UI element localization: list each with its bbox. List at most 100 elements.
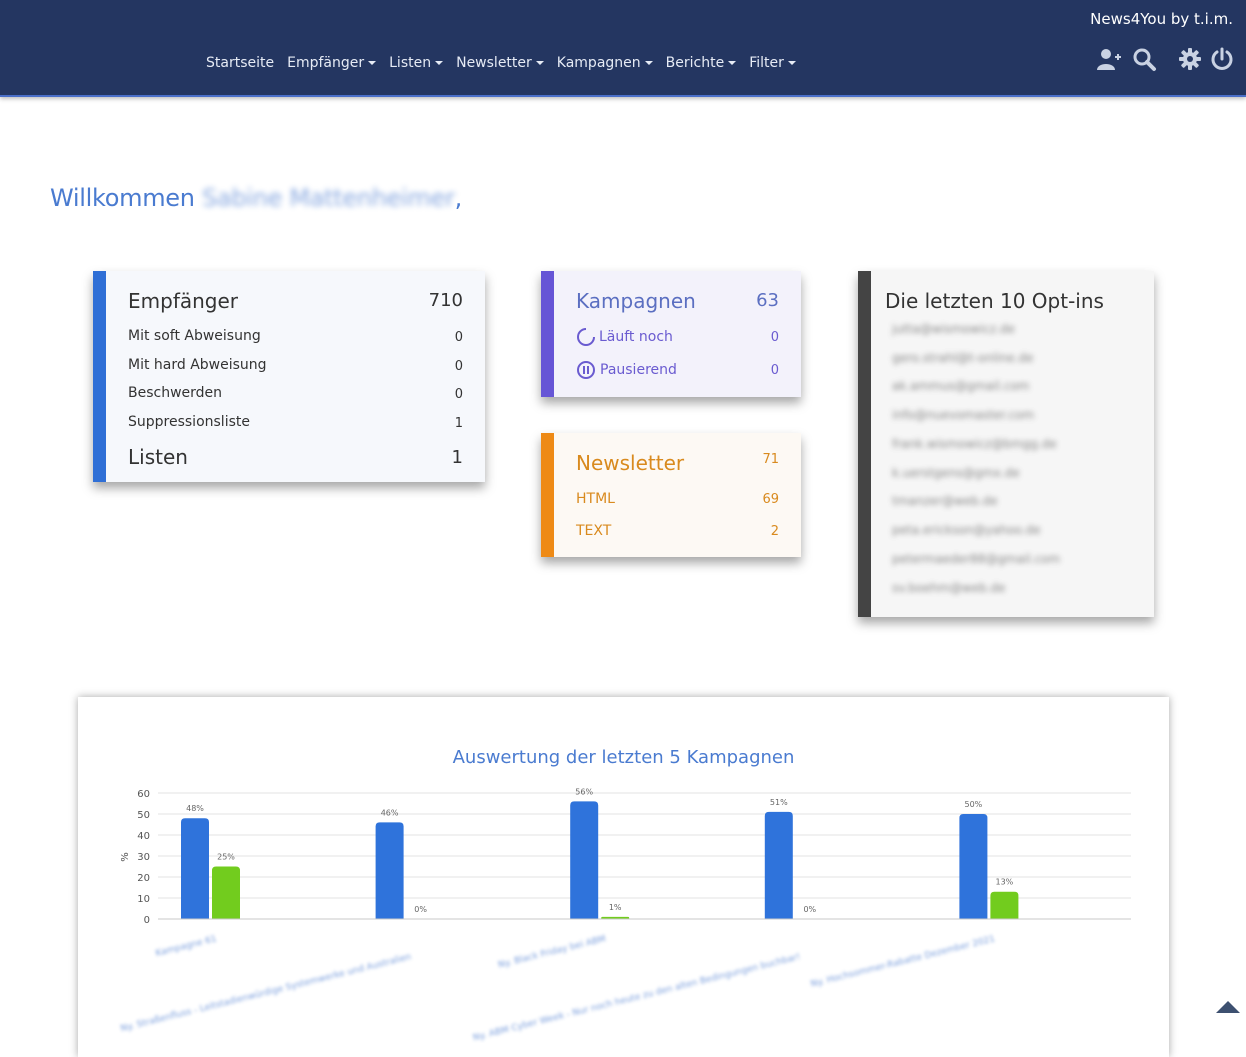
optin-email[interactable]: sv.boehm@web.de [892, 581, 1006, 595]
optin-email[interactable]: tmanzer@web.de [892, 494, 998, 508]
nav-item-label: Listen [389, 55, 432, 71]
suppression-value: 1 [454, 416, 463, 431]
welcome-user-name: Sabine Mattenheimer [202, 184, 455, 212]
add-user-icon[interactable] [1096, 46, 1122, 72]
newsletter-count: 71 [762, 452, 779, 467]
nav-item-berichte[interactable]: Berichte [666, 55, 737, 71]
optin-email[interactable]: peta.erickson@yahoo.de [892, 523, 1041, 537]
recipients-card[interactable]: Empfänger 710 Mit soft Abweisung 0 Mit h… [93, 271, 485, 482]
data-label: 56% [575, 787, 593, 796]
data-label: 46% [381, 808, 399, 817]
nav-item-startseite[interactable]: Startseite [206, 55, 274, 71]
x-category-label: Ny. ABM Cyber Week - Nur noch heute zu d… [472, 952, 801, 1043]
caret-down-icon [435, 61, 444, 65]
card-accent-bar [541, 271, 554, 397]
data-label: 0% [414, 905, 427, 914]
paused-value: 0 [770, 363, 779, 378]
html-value: 69 [762, 492, 779, 507]
recipients-title: Empfänger [128, 289, 239, 313]
text-value: 2 [770, 524, 779, 539]
bar-series-1 [764, 811, 793, 919]
welcome-greeting: Willkommen [50, 184, 195, 212]
caret-down-icon [368, 61, 377, 65]
soft-bounce-label: Mit soft Abweisung [128, 328, 261, 344]
card-accent-bar [858, 271, 871, 617]
optins-card: Die letzten 10 Opt-ins jutta@wismowicz.d… [858, 271, 1154, 617]
optin-email[interactable]: k.uerstgens@gmx.de [892, 466, 1020, 480]
y-tick-label: 30 [137, 852, 150, 863]
y-axis-label: % [120, 852, 131, 862]
nav-item-label: Kampagnen [556, 55, 641, 71]
optins-title: Die letzten 10 Opt-ins [885, 289, 1104, 313]
pause-circle-icon [577, 361, 595, 379]
y-tick-label: 10 [137, 894, 150, 905]
caret-down-icon [644, 61, 653, 65]
newsletter-card[interactable]: Newsletter 71 HTML 69 TEXT 2 [541, 433, 801, 557]
welcome-heading: Willkommen Sabine Mattenheimer, [50, 184, 462, 212]
nav-item-listen[interactable]: Listen [389, 55, 444, 71]
data-label: 50% [965, 800, 983, 809]
campaigns-title: Kampagnen [576, 289, 696, 313]
y-tick-label: 50 [137, 810, 150, 821]
y-tick-label: 40 [137, 831, 150, 842]
data-label: 1% [609, 903, 622, 912]
caret-down-icon [787, 61, 796, 65]
optin-email[interactable]: info@nuevomaster.com [892, 408, 1035, 422]
optin-email[interactable]: petermaeder88@gmail.com [892, 552, 1061, 566]
nav-icons [1096, 46, 1236, 72]
html-label: HTML [576, 491, 615, 507]
optin-email[interactable]: frank.wismowicz@bmgg.de [892, 437, 1057, 451]
paused-label: Pausierend [600, 362, 677, 378]
bar-series-2 [990, 891, 1019, 919]
bar-series-2 [601, 916, 630, 919]
caret-down-icon [728, 61, 737, 65]
text-label: TEXT [576, 523, 612, 539]
navbar: News4You by t.i.m. Startseite Empfänger … [0, 0, 1246, 97]
y-tick-label: 20 [137, 873, 150, 884]
running-value: 0 [770, 330, 779, 345]
nav-item-empfaenger[interactable]: Empfänger [287, 55, 377, 71]
optin-email[interactable]: ak.ammus@gmail.com [892, 379, 1030, 393]
scroll-to-top-icon[interactable] [1216, 1001, 1240, 1013]
nav-item-label: Newsletter [456, 55, 532, 71]
data-label: 48% [186, 804, 204, 813]
chart-title: Auswertung der letzten 5 Kampagnen [452, 747, 795, 768]
nav-item-kampagnen[interactable]: Kampagnen [557, 55, 653, 71]
nav-item-newsletter[interactable]: Newsletter [456, 55, 544, 71]
card-accent-bar [541, 433, 554, 557]
lists-count: 1 [451, 447, 463, 468]
data-label: 51% [770, 798, 788, 807]
optin-email[interactable]: gero.strahl@t-online.de [892, 351, 1034, 365]
x-category-label: Kampagne 61 [155, 934, 218, 959]
hard-bounce-label: Mit hard Abweisung [128, 357, 267, 373]
bar-series-1 [959, 814, 988, 919]
power-icon[interactable] [1209, 46, 1235, 72]
bar-series-2 [212, 866, 240, 919]
bar-series-1 [181, 818, 209, 919]
y-tick-label: 0 [144, 915, 150, 926]
data-label: 13% [996, 878, 1014, 887]
brand-title: News4You by t.i.m. [1090, 10, 1233, 28]
optin-email[interactable]: jutta@wismowicz.de [892, 322, 1015, 336]
gear-icon[interactable] [1177, 46, 1203, 72]
suppression-label: Suppressionsliste [128, 414, 250, 430]
nav-item-filter[interactable]: Filter [749, 55, 796, 71]
campaigns-card[interactable]: Kampagnen 63 Läuft noch 0 Pausierend 0 [541, 271, 801, 397]
card-accent-bar [93, 271, 106, 482]
data-label: 0% [803, 905, 816, 914]
x-category-label: Ny. Straßenfluss - Leitstadienwürdige Sy… [120, 952, 413, 1034]
nav-item-label: Berichte [665, 55, 725, 71]
bar-series-1 [570, 801, 599, 919]
complaints-label: Beschwerden [128, 385, 223, 401]
nav-item-label: Empfänger [287, 55, 365, 71]
lists-title: Listen [128, 445, 188, 469]
soft-bounce-value: 0 [454, 330, 463, 345]
nav-item-label: Filter [749, 55, 784, 71]
running-label: Läuft noch [599, 329, 673, 345]
nav-menu: Startseite Empfänger Listen Newsletter K… [206, 55, 809, 71]
recipients-count: 710 [428, 290, 463, 311]
bar-series-1 [375, 822, 404, 919]
search-icon[interactable] [1131, 46, 1157, 72]
campaign-chart-panel: Auswertung der letzten 5 Kampagnen 0 10 20… [78, 697, 1169, 1057]
data-label: 25% [217, 853, 235, 862]
